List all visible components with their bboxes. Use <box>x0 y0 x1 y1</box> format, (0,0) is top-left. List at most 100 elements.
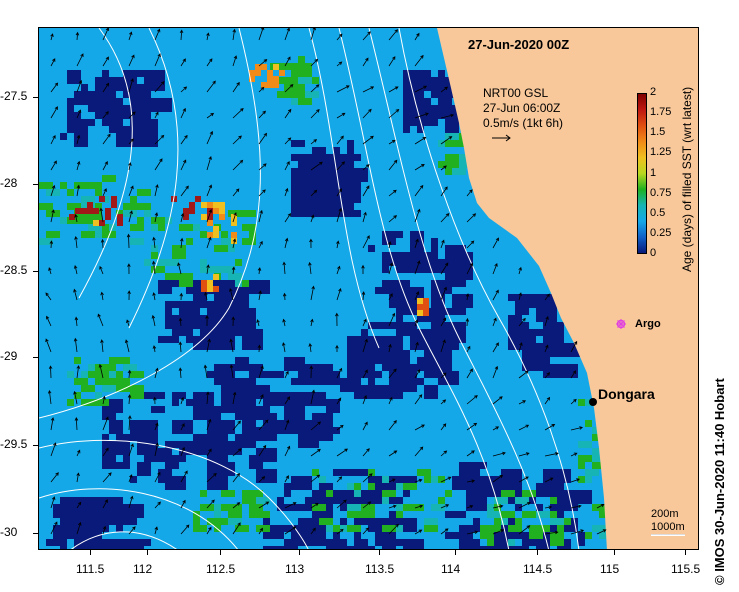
current-vector-arrow <box>492 474 504 483</box>
current-vector-arrow <box>232 420 241 431</box>
current-vector-arrow <box>570 452 578 457</box>
deep-cell <box>158 469 172 483</box>
green-cell <box>102 385 116 392</box>
current-vector-arrow <box>258 394 264 405</box>
current-vector-arrow <box>232 81 240 93</box>
deep-cell <box>347 140 354 154</box>
current-vector-arrow <box>128 54 135 67</box>
current-vector-arrow <box>258 28 265 41</box>
current-vector-arrow <box>544 293 550 301</box>
green-cell <box>319 476 326 483</box>
green-cell <box>74 392 81 399</box>
current-vector-arrow <box>544 372 551 379</box>
deep-cell <box>438 70 445 77</box>
current-vector-arrow <box>76 160 81 171</box>
deep-cell <box>515 308 529 315</box>
current-vector-arrow <box>231 316 236 327</box>
deep-cell <box>235 329 242 336</box>
deep-cell <box>291 140 305 147</box>
deep-cell <box>557 469 571 483</box>
deep-cell <box>445 98 452 105</box>
current-vector-arrow <box>50 472 59 483</box>
green-cell <box>256 490 263 497</box>
deep-cell <box>431 336 438 343</box>
current-vector-arrow <box>100 291 104 301</box>
current-vector-arrow <box>180 470 188 483</box>
warm-cell <box>267 70 273 76</box>
current-vector-arrow <box>258 132 267 145</box>
green-cell <box>578 399 585 406</box>
current-vector-arrow <box>154 53 161 67</box>
green-cell <box>508 539 515 546</box>
deep-cell <box>256 371 270 378</box>
current-vector-arrow <box>284 28 290 41</box>
current-vector-arrow <box>466 422 478 431</box>
current-vector-arrow <box>180 423 185 431</box>
current-vector-arrow <box>127 263 131 275</box>
deep-cell <box>522 357 536 371</box>
deep-cell <box>515 504 522 511</box>
deep-cell <box>438 98 445 105</box>
current-vector-arrow <box>151 314 156 327</box>
green-cell <box>200 504 207 511</box>
current-scale-arrow <box>492 134 511 142</box>
green-cell <box>305 91 319 98</box>
green-cell <box>494 518 501 525</box>
deep-cell <box>522 336 536 350</box>
current-vector-arrow <box>466 240 475 249</box>
warm-cell <box>423 304 429 310</box>
current-vector-arrow <box>258 189 266 197</box>
current-vector-arrow <box>518 525 531 535</box>
deep-cell <box>452 532 459 539</box>
y-tick-label: -28 <box>0 176 18 190</box>
green-cell <box>585 455 592 462</box>
current-legend-line3: 0.5m/s (1kt 6h) <box>483 116 564 130</box>
green-cell <box>67 189 74 196</box>
x-tick-mark <box>90 550 91 555</box>
current-vector-arrow <box>76 365 81 379</box>
green-cell <box>95 231 102 238</box>
contour-line <box>338 28 510 549</box>
green-cell <box>501 511 515 518</box>
deep-cell <box>578 490 592 504</box>
green-cell <box>599 532 606 539</box>
deep-cell <box>305 161 319 168</box>
x-tick-label: 114 <box>441 562 461 576</box>
current-vector-arrow <box>76 79 83 93</box>
deep-cell <box>431 105 445 112</box>
deep-cell <box>172 399 179 406</box>
warm-cell <box>213 286 219 292</box>
deep-cell <box>214 434 228 448</box>
current-vector-arrow <box>492 289 499 301</box>
green-cell <box>74 182 88 189</box>
current-vector-arrow <box>102 525 107 535</box>
current-vector-arrow <box>128 210 133 223</box>
current-vector-arrow <box>336 188 342 197</box>
current-vector-arrow <box>362 395 367 405</box>
deep-cell <box>284 546 291 549</box>
current-vector-arrow <box>258 110 266 119</box>
deep-cell <box>368 476 389 483</box>
x-tick-mark <box>685 550 686 555</box>
deep-cell <box>508 546 529 549</box>
deep-cell <box>193 448 214 455</box>
current-vector-arrow <box>336 424 344 431</box>
deep-cell <box>193 336 214 350</box>
green-cell <box>95 203 102 210</box>
green-cell <box>179 273 193 280</box>
credit-line: © IMOS 30-Jun-2020 11:40 Hobart <box>712 378 727 585</box>
green-cell <box>221 504 228 511</box>
green-cell <box>312 469 319 476</box>
colorbar-tick-label: 1 <box>650 166 657 179</box>
current-vector-arrow <box>336 240 340 249</box>
deep-cell <box>291 378 312 385</box>
green-cell <box>291 84 298 91</box>
deep-cell <box>242 315 249 322</box>
warm-cell <box>207 202 213 208</box>
current-vector-arrow <box>154 184 159 197</box>
current-vector-arrow <box>336 112 346 119</box>
deep-cell <box>347 546 354 549</box>
deep-cell <box>312 511 333 518</box>
current-vector-arrow <box>388 478 396 483</box>
current-vector-arrow <box>440 165 447 171</box>
